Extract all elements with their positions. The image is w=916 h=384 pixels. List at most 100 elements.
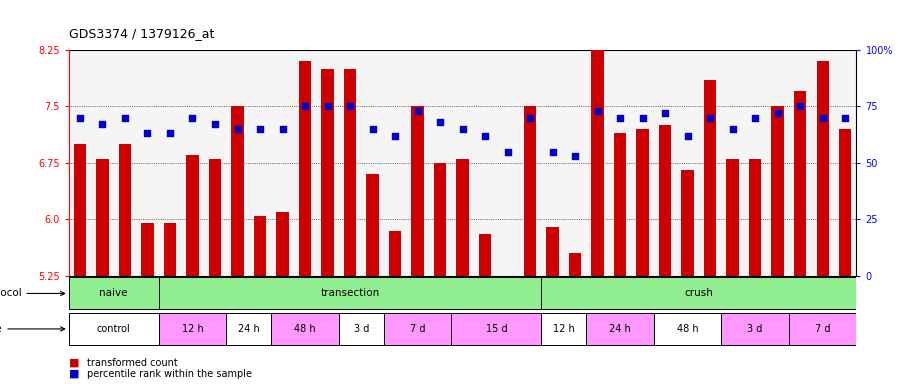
Point <box>658 110 672 116</box>
Bar <box>158 278 541 310</box>
Point <box>410 108 425 114</box>
Bar <box>789 313 856 345</box>
Text: percentile rank within the sample: percentile rank within the sample <box>87 369 252 379</box>
Text: ■: ■ <box>69 369 79 379</box>
Bar <box>299 61 311 276</box>
Bar <box>209 159 221 276</box>
Bar <box>637 129 649 276</box>
Text: GDS3374 / 1379126_at: GDS3374 / 1379126_at <box>69 27 214 40</box>
Bar <box>541 313 586 345</box>
Bar <box>69 313 158 345</box>
Point <box>545 149 560 155</box>
Bar <box>322 69 333 276</box>
Bar <box>722 313 789 345</box>
Bar <box>456 159 469 276</box>
Text: transformed count: transformed count <box>87 358 178 368</box>
Bar <box>254 215 267 276</box>
Bar <box>389 230 401 276</box>
Text: 48 h: 48 h <box>677 324 699 334</box>
Bar <box>659 125 671 276</box>
Point <box>343 103 357 109</box>
Bar <box>141 223 154 276</box>
Bar <box>96 159 109 276</box>
Bar <box>771 106 784 276</box>
Text: 3 d: 3 d <box>747 324 763 334</box>
Bar <box>434 163 446 276</box>
Text: transection: transection <box>321 288 379 298</box>
Bar <box>119 144 131 276</box>
Point <box>72 114 87 121</box>
Bar <box>344 69 356 276</box>
Point <box>117 114 132 121</box>
Text: 15 d: 15 d <box>485 324 507 334</box>
Bar <box>277 212 289 276</box>
Text: 3 d: 3 d <box>354 324 369 334</box>
Text: 24 h: 24 h <box>238 324 259 334</box>
Text: control: control <box>97 324 131 334</box>
Point <box>838 114 853 121</box>
Point <box>321 103 335 109</box>
Bar <box>682 170 693 276</box>
Point <box>432 119 447 125</box>
Point <box>163 131 178 137</box>
Bar <box>614 133 627 276</box>
Text: 48 h: 48 h <box>294 324 316 334</box>
Bar <box>569 253 582 276</box>
Point <box>455 126 470 132</box>
Point <box>140 131 155 137</box>
Bar <box>339 313 384 345</box>
Text: 12 h: 12 h <box>181 324 203 334</box>
Point <box>681 132 695 139</box>
Bar <box>592 50 604 276</box>
Bar <box>586 313 654 345</box>
Point <box>95 121 110 127</box>
Bar <box>158 313 226 345</box>
Bar <box>69 278 158 310</box>
Bar <box>816 61 829 276</box>
Point <box>275 126 289 132</box>
Text: naive: naive <box>100 288 128 298</box>
Text: crush: crush <box>684 288 714 298</box>
Bar <box>384 313 452 345</box>
Point <box>387 132 402 139</box>
Point <box>230 126 245 132</box>
Text: ■: ■ <box>69 358 79 368</box>
Point <box>185 114 200 121</box>
Bar <box>839 129 851 276</box>
Point <box>613 114 627 121</box>
Point <box>590 108 605 114</box>
Point <box>523 114 538 121</box>
Text: time: time <box>0 324 65 334</box>
Bar <box>541 278 856 310</box>
Point <box>636 114 650 121</box>
Point <box>815 114 830 121</box>
Bar <box>726 159 739 276</box>
Point <box>253 126 267 132</box>
Bar <box>524 106 536 276</box>
Point <box>747 114 762 121</box>
Bar <box>452 313 541 345</box>
Point <box>568 153 583 159</box>
Bar <box>411 106 424 276</box>
Point <box>478 132 493 139</box>
Point <box>770 110 785 116</box>
Bar <box>232 106 244 276</box>
Text: 12 h: 12 h <box>553 324 574 334</box>
Bar <box>74 144 86 276</box>
Bar <box>226 313 271 345</box>
Text: 7 d: 7 d <box>815 324 831 334</box>
Bar <box>479 234 491 276</box>
Point <box>703 114 717 121</box>
Text: 7 d: 7 d <box>409 324 425 334</box>
Point <box>298 103 312 109</box>
Text: protocol: protocol <box>0 288 65 298</box>
Text: 24 h: 24 h <box>609 324 631 334</box>
Bar <box>704 80 716 276</box>
Bar <box>186 155 199 276</box>
Point <box>500 149 515 155</box>
Bar <box>749 159 761 276</box>
Bar <box>654 313 722 345</box>
Point <box>725 126 740 132</box>
Bar <box>164 223 176 276</box>
Bar <box>794 91 806 276</box>
